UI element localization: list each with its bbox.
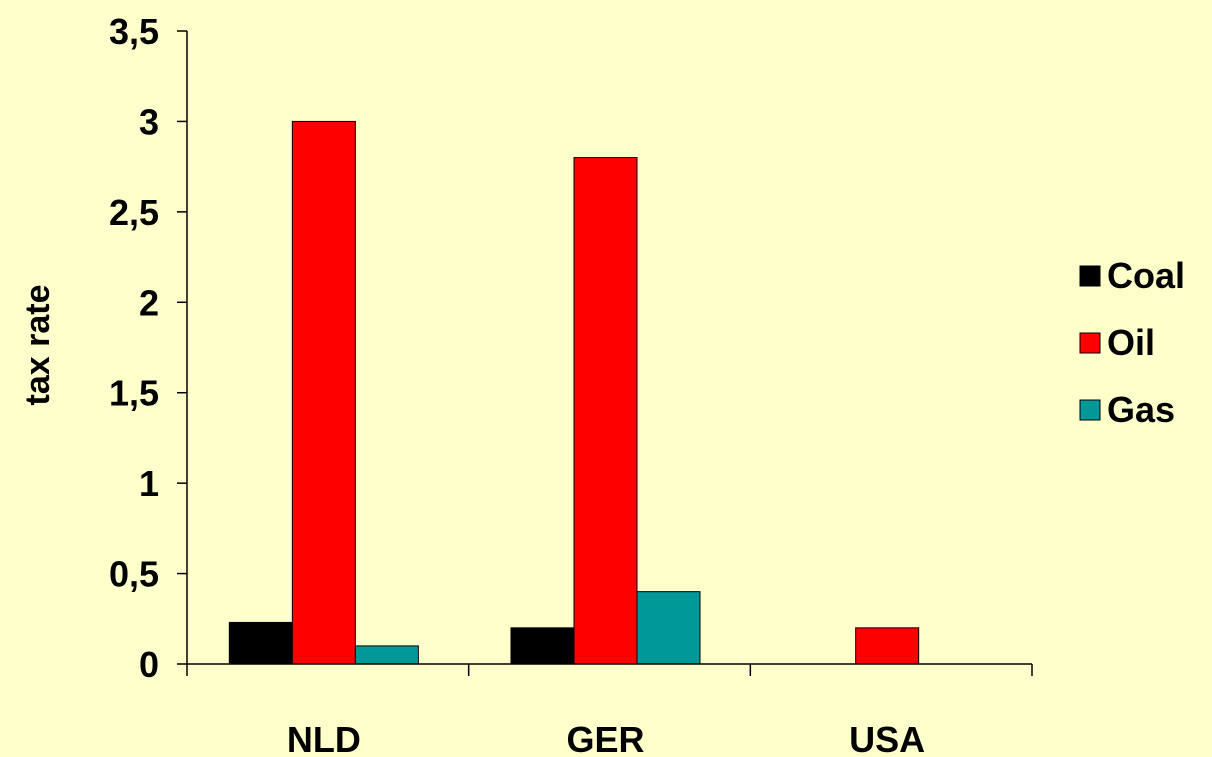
legend-label-gas: Gas xyxy=(1107,389,1175,430)
y-tick-label: 1,5 xyxy=(109,373,159,414)
legend-swatch-coal xyxy=(1079,265,1101,287)
legend-label-oil: Oil xyxy=(1107,322,1155,363)
x-category-label: USA xyxy=(849,719,925,757)
bars-layer xyxy=(228,120,920,665)
bar-gas-ger xyxy=(636,591,701,665)
x-category-label: NLD xyxy=(287,719,361,757)
legend-label-coal: Coal xyxy=(1107,255,1185,296)
x-category-label: GER xyxy=(566,719,644,757)
bar-coal-ger xyxy=(510,627,575,665)
bar-coal-nld xyxy=(228,621,293,665)
bar-oil-nld xyxy=(291,120,356,665)
legend: Coal Oil Gas xyxy=(1079,255,1185,430)
bar-oil-usa xyxy=(855,627,920,665)
legend-swatch-oil xyxy=(1079,332,1101,354)
y-tick-label: 3,5 xyxy=(109,11,159,52)
y-tick-label: 0 xyxy=(139,644,159,685)
y-tick-label: 2 xyxy=(139,282,159,323)
y-tick-label: 3 xyxy=(139,101,159,142)
bar-oil-ger xyxy=(573,157,638,665)
legend-swatch-gas xyxy=(1079,399,1101,421)
bar-gas-nld xyxy=(354,645,419,665)
y-tick-label: 1 xyxy=(139,463,159,504)
y-tick-label: 2,5 xyxy=(109,192,159,233)
axes-layer: 0 0,5 1 1,5 2 2,5 3 3,5 NLD GER USA xyxy=(109,11,1033,757)
y-axis-title: tax rate xyxy=(19,285,57,406)
y-tick-label: 0,5 xyxy=(109,554,159,595)
